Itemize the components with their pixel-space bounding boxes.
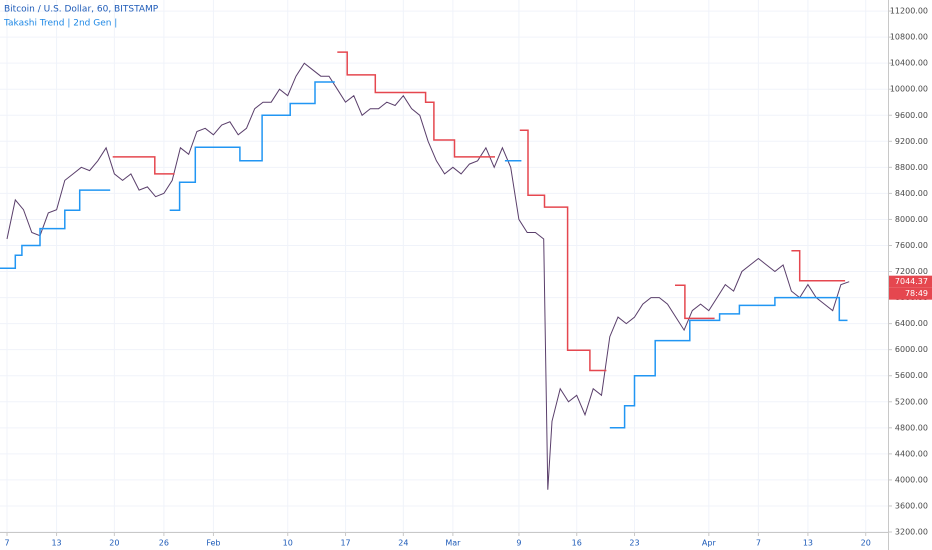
x-tick-label: 23	[629, 539, 639, 548]
countdown-label: 78:49	[905, 289, 928, 298]
x-tick-label: 16	[572, 539, 582, 548]
y-tick-label: 4400.00	[895, 449, 928, 458]
y-tick-label: 4800.00	[895, 423, 928, 432]
y-tick-label: 10400.00	[890, 59, 928, 68]
x-tick-label: Mar	[445, 539, 461, 548]
y-tick-label: 3200.00	[895, 528, 928, 537]
y-tick-label: 6400.00	[895, 319, 928, 328]
y-tick-label: 5200.00	[895, 397, 928, 406]
x-tick-label: 13	[803, 539, 813, 548]
x-tick-label: 7	[756, 539, 761, 548]
y-tick-label: 8000.00	[895, 215, 928, 224]
last-price-label: 7044.37	[895, 277, 928, 286]
x-tick-label: 20	[861, 539, 871, 548]
x-tick-label: 26	[159, 539, 169, 548]
x-tick-label: 20	[109, 539, 119, 548]
y-tick-label: 5600.00	[895, 371, 928, 380]
y-tick-label: 3600.00	[895, 501, 928, 510]
indicator-name: Takashi Trend | 2nd Gen |	[3, 19, 117, 29]
chart-title: Bitcoin / U.S. Dollar, 60, BITSTAMP	[4, 5, 159, 15]
y-tick-label: 4000.00	[895, 475, 928, 484]
x-tick-label: 10	[283, 539, 293, 548]
y-tick-label: 6000.00	[895, 345, 928, 354]
x-tick-label: 17	[340, 539, 350, 548]
y-tick-label: 8400.00	[895, 189, 928, 198]
y-tick-label: 9600.00	[895, 111, 928, 120]
y-tick-label: 11200.00	[890, 7, 928, 16]
overlay: 3200.00 3600.00 4000.00 4400.00 4800.00 5200.…	[0, 7, 932, 548]
y-tick-label: 10800.00	[890, 33, 928, 42]
last-price-box	[889, 275, 932, 288]
x-tick-label: Feb	[206, 539, 220, 548]
y-tick-label: 10000.00	[890, 85, 928, 94]
y-tick-label: 7600.00	[895, 241, 928, 250]
x-tick-label: 24	[398, 539, 408, 548]
price-line	[6, 62, 850, 490]
x-tick-label: Apr	[702, 539, 717, 548]
trend-line	[112, 51, 846, 372]
x-tick-label: 9	[516, 539, 521, 548]
y-tick-label: 9200.00	[895, 137, 928, 146]
trend-line	[0, 81, 848, 429]
y-tick-label: 7200.00	[895, 267, 928, 276]
y-tick-label: 8800.00	[895, 163, 928, 172]
countdown-box	[889, 287, 932, 300]
x-tick-label: 7	[4, 539, 9, 548]
x-tick-label: 13	[51, 539, 61, 548]
